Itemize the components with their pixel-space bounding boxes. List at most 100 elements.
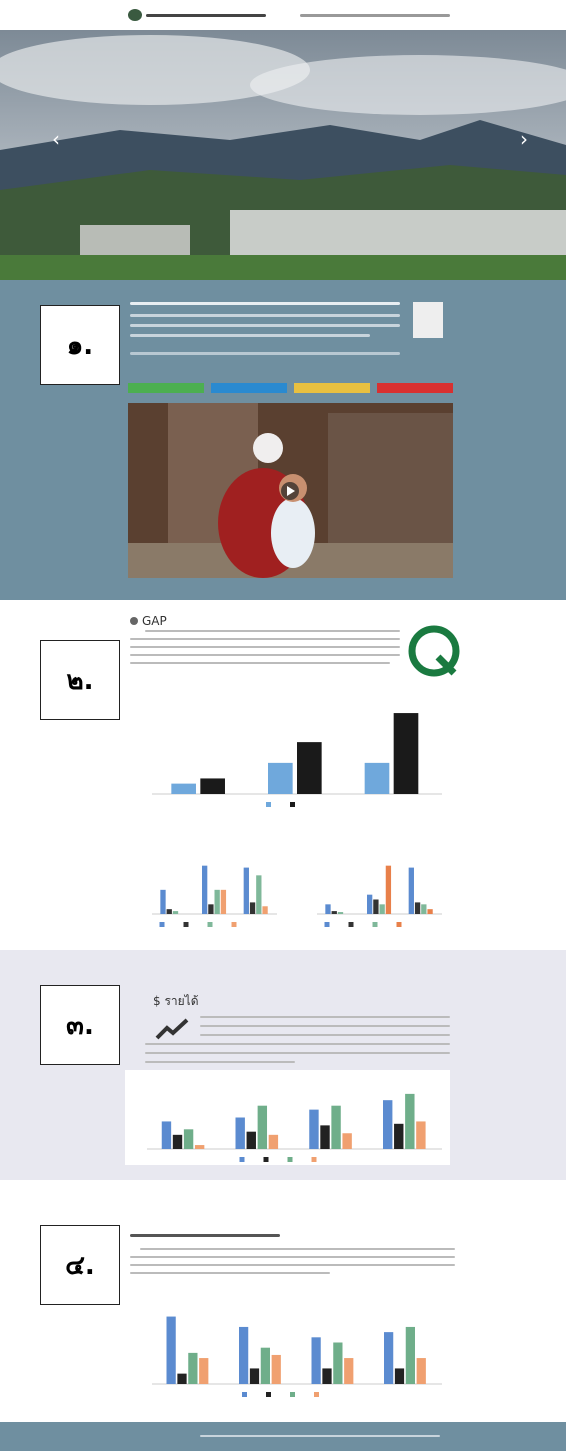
bar bbox=[249, 1368, 260, 1384]
legend-swatch bbox=[266, 1392, 271, 1397]
bar bbox=[271, 1354, 281, 1384]
title-text: GAP bbox=[142, 614, 167, 628]
bar bbox=[202, 865, 208, 914]
chart-svg bbox=[152, 865, 277, 927]
text bbox=[145, 630, 400, 632]
legend-swatch bbox=[183, 922, 189, 927]
bar bbox=[194, 1145, 205, 1149]
text bbox=[145, 1061, 295, 1063]
bar bbox=[416, 1121, 426, 1149]
nav[interactable] bbox=[300, 14, 450, 17]
bar bbox=[405, 1326, 415, 1384]
section-3: ๓. $ รายได้ bbox=[0, 950, 566, 1180]
button[interactable] bbox=[211, 383, 287, 393]
bar bbox=[257, 1105, 268, 1149]
bar bbox=[331, 1105, 341, 1149]
bar bbox=[268, 1134, 279, 1149]
bar bbox=[414, 902, 421, 914]
chart bbox=[295, 840, 450, 930]
bar bbox=[383, 1100, 393, 1149]
bar bbox=[172, 911, 179, 914]
bar bbox=[367, 894, 373, 914]
text bbox=[130, 662, 390, 664]
video[interactable] bbox=[128, 403, 453, 578]
button[interactable] bbox=[128, 383, 204, 393]
text bbox=[145, 1052, 450, 1054]
section-title: GAP bbox=[130, 614, 167, 628]
section-title: $ รายได้ bbox=[153, 992, 199, 1011]
bar bbox=[373, 899, 379, 914]
bar bbox=[177, 1373, 187, 1384]
bar bbox=[260, 1347, 270, 1384]
section-4: ๔. bbox=[0, 1190, 566, 1422]
chart-svg bbox=[147, 1093, 442, 1162]
bar bbox=[309, 1109, 319, 1149]
legend-swatch bbox=[290, 802, 295, 807]
section-number: ๔. bbox=[40, 1225, 120, 1305]
legend-swatch bbox=[231, 922, 237, 927]
bar bbox=[394, 1368, 405, 1384]
chart-svg bbox=[152, 713, 442, 807]
bar bbox=[322, 1368, 332, 1384]
text bbox=[130, 302, 400, 305]
chart-svg bbox=[152, 1316, 442, 1397]
legend-swatch bbox=[348, 922, 354, 927]
text bbox=[130, 638, 400, 640]
legend-swatch bbox=[290, 1392, 295, 1397]
thumbnail bbox=[413, 302, 443, 338]
next-arrow[interactable]: › bbox=[520, 127, 528, 151]
site-name bbox=[146, 14, 266, 17]
bar bbox=[379, 904, 385, 914]
legend-swatch bbox=[372, 922, 378, 927]
bar bbox=[199, 1358, 209, 1384]
bar bbox=[160, 889, 166, 914]
prev-arrow[interactable]: ‹ bbox=[52, 127, 60, 151]
bar bbox=[188, 1352, 198, 1384]
text bbox=[130, 654, 400, 656]
chart-icon bbox=[155, 1018, 189, 1040]
footer-text bbox=[200, 1435, 440, 1437]
bar bbox=[416, 1358, 426, 1384]
bar bbox=[249, 902, 256, 914]
text bbox=[200, 1025, 450, 1027]
bar bbox=[325, 904, 331, 914]
title-text: รายได้ bbox=[164, 994, 199, 1008]
bar bbox=[364, 762, 390, 794]
section-title bbox=[130, 1234, 280, 1237]
bar bbox=[394, 1123, 404, 1149]
bar bbox=[333, 1342, 343, 1384]
legend-swatch bbox=[266, 802, 271, 807]
text bbox=[130, 1256, 455, 1258]
bar bbox=[256, 875, 262, 914]
bar bbox=[239, 1326, 249, 1384]
bar bbox=[393, 713, 419, 794]
legend-swatch bbox=[324, 922, 330, 927]
button[interactable] bbox=[377, 383, 453, 393]
text bbox=[130, 1264, 455, 1266]
bar bbox=[384, 1332, 394, 1384]
button[interactable] bbox=[294, 383, 370, 393]
bar bbox=[268, 762, 293, 794]
bar bbox=[331, 911, 337, 914]
logo bbox=[128, 9, 142, 21]
legend-swatch bbox=[239, 1157, 245, 1162]
bar bbox=[208, 904, 214, 914]
q-logo bbox=[408, 625, 460, 677]
text bbox=[130, 646, 400, 648]
bar bbox=[337, 912, 344, 914]
text bbox=[130, 334, 370, 337]
chart bbox=[130, 695, 450, 810]
text bbox=[130, 324, 400, 327]
text bbox=[145, 1043, 450, 1045]
bar bbox=[344, 1358, 354, 1384]
bar bbox=[246, 1131, 256, 1149]
chart-svg bbox=[317, 865, 442, 927]
section-number: ๒. bbox=[40, 640, 120, 720]
legend-swatch bbox=[311, 1157, 317, 1162]
chart bbox=[130, 840, 285, 930]
bar bbox=[427, 909, 433, 914]
bar bbox=[262, 906, 268, 914]
bar bbox=[342, 1133, 352, 1149]
bar bbox=[320, 1125, 330, 1149]
bar bbox=[214, 889, 220, 914]
